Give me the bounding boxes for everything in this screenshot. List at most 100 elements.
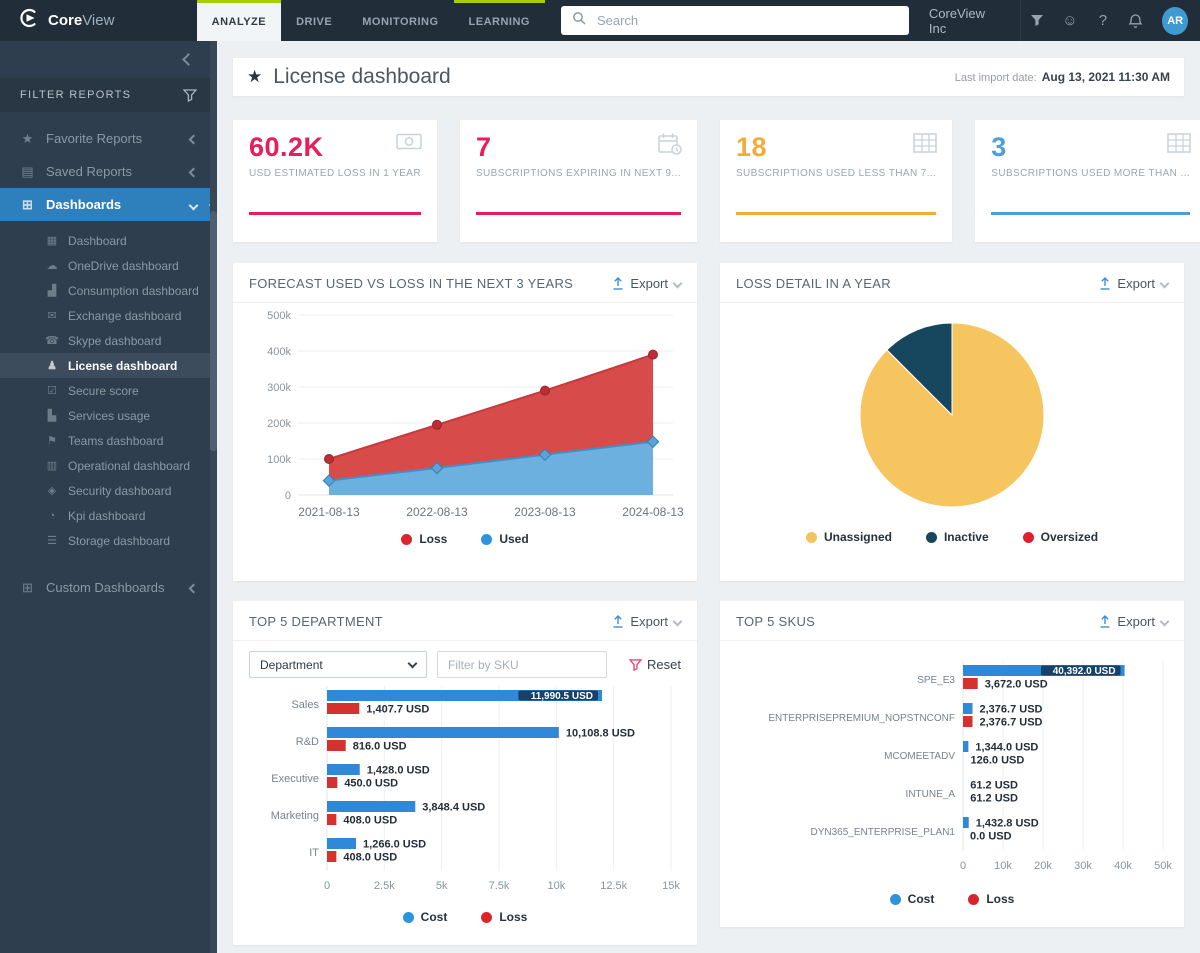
svg-text:Executive: Executive: [271, 773, 319, 785]
sidebar-scrollbar[interactable]: [210, 41, 217, 953]
svg-text:1,344.0 USD: 1,344.0 USD: [975, 742, 1038, 754]
svg-text:R&D: R&D: [296, 736, 319, 748]
sidebar-item-custom-dashboards[interactable]: ⊞ Custom Dashboards: [0, 571, 217, 604]
svg-text:2021-08-13: 2021-08-13: [298, 505, 360, 519]
sidebar-item-saved-reports[interactable]: ▤ Saved Reports: [0, 155, 217, 188]
legend-item-oversized[interactable]: Oversized: [1022, 530, 1099, 544]
svg-text:0: 0: [324, 880, 330, 892]
tab-monitoring[interactable]: MONITORING: [362, 16, 439, 28]
top-department-legend: Cost Loss: [233, 905, 697, 936]
loss-detail-export-button[interactable]: Export: [1099, 276, 1170, 291]
dashboards-icon: ⊞: [22, 196, 33, 212]
legend-item-inactive[interactable]: Inactive: [925, 530, 989, 544]
favorite-star-icon[interactable]: ★: [247, 67, 263, 86]
sidebar-item-dashboard[interactable]: ▦ Dashboard: [0, 228, 217, 253]
legend-dot: [402, 911, 414, 923]
svg-text:11,990.5 USD: 11,990.5 USD: [531, 691, 593, 702]
svg-text:INTUNE_A: INTUNE_A: [906, 789, 956, 800]
svg-text:450.0 USD: 450.0 USD: [344, 778, 398, 790]
help-icon[interactable]: ?: [1098, 12, 1108, 29]
dimension-select[interactable]: Department: [249, 651, 427, 678]
forecast-export-button[interactable]: Export: [612, 276, 683, 291]
sidebar-item-dashboards[interactable]: ⊞ Dashboards: [0, 188, 217, 221]
sku-filter-input[interactable]: [437, 651, 607, 678]
brand-view: View: [82, 11, 115, 29]
svg-text:2.5k: 2.5k: [374, 880, 395, 892]
legend-label: Oversized: [1040, 530, 1099, 544]
svg-text:Sales: Sales: [291, 699, 319, 711]
sidebar-item-favorite-reports[interactable]: ★ Favorite Reports: [0, 122, 217, 155]
svg-text:40k: 40k: [1114, 860, 1132, 872]
sidebar-item-services-usage[interactable]: ▙ Services usage: [0, 403, 217, 428]
reset-filter-button[interactable]: Reset: [629, 657, 681, 672]
svg-text:10k: 10k: [547, 880, 565, 892]
filter-icon[interactable]: [1020, 14, 1053, 27]
legend-item-cost[interactable]: Cost: [889, 892, 934, 906]
search-box[interactable]: [560, 6, 909, 35]
smiley-icon[interactable]: ☺: [1062, 12, 1078, 29]
legend-item-cost[interactable]: Cost: [402, 910, 448, 924]
sidebar-item-onedrive-dashboard[interactable]: ☁ OneDrive dashboard: [0, 253, 217, 278]
legend-item-loss[interactable]: Loss: [968, 892, 1014, 906]
svg-text:61.2 USD: 61.2 USD: [970, 793, 1018, 805]
export-icon: [613, 277, 623, 290]
svg-text:2,376.7 USD: 2,376.7 USD: [980, 704, 1043, 716]
sidebar-item-skype-dashboard[interactable]: ☎ Skype dashboard: [0, 328, 217, 353]
svg-text:2022-08-13: 2022-08-13: [406, 505, 468, 519]
coreview-logo[interactable]: CoreView: [0, 0, 197, 41]
legend-label: Unassigned: [823, 530, 892, 544]
tenant-name[interactable]: CoreView Inc: [928, 5, 985, 36]
svg-text:1,407.7 USD: 1,407.7 USD: [366, 704, 429, 716]
sidebar-item-operational-dashboard[interactable]: ▥ Operational dashboard: [0, 453, 217, 478]
kpi-label: SUBSCRIPTIONS USED MORE THAN ...: [991, 168, 1191, 179]
sidebar-item-exchange-dashboard[interactable]: ✉ Exchange dashboard: [0, 303, 217, 328]
sidebar-group-label: Favorite Reports: [46, 131, 143, 146]
sidebar-item-kpi-dashboard[interactable]: ◔ Kpi dashboard: [0, 503, 217, 528]
legend-label: Cost: [420, 910, 448, 924]
sidebar-item-secure-score[interactable]: ☑ Secure score: [0, 378, 217, 403]
svg-text:126.0 USD: 126.0 USD: [971, 755, 1025, 767]
tab-learning[interactable]: LEARNING: [453, 0, 545, 41]
legend-item-loss[interactable]: Loss: [481, 910, 527, 924]
legend-label: Loss: [419, 532, 448, 546]
services-usage-icon: ▙: [47, 410, 57, 422]
top-department-export-button[interactable]: Export: [612, 614, 683, 629]
top-department-controls: Department Reset: [233, 641, 697, 680]
avatar[interactable]: AR: [1162, 6, 1189, 35]
kpi-value: 7: [475, 132, 492, 162]
kpi-label: SUBSCRIPTIONS EXPIRING IN NEXT 9...: [475, 168, 681, 179]
search-input[interactable]: [594, 12, 898, 29]
kpi-value: 18: [735, 132, 767, 162]
sidebar: FILTER REPORTS ★ Favorite Reports ▤ Saved R…: [0, 41, 217, 953]
bell-icon[interactable]: [1119, 13, 1152, 29]
dashboard-icon: ▦: [46, 235, 58, 247]
kpi-accent-bar: [991, 212, 1191, 215]
sidebar-item-consumption-dashboard[interactable]: ▟ Consumption dashboard: [0, 278, 217, 303]
svg-text:SPE_E3: SPE_E3: [917, 675, 955, 686]
sidebar-subitem-label: Secure score: [68, 383, 139, 398]
tab-drive[interactable]: DRIVE: [296, 16, 333, 28]
sidebar-item-storage-dashboard[interactable]: ☰ Storage dashboard: [0, 528, 217, 553]
sidebar-item-security-dashboard[interactable]: ◈ Security dashboard: [0, 478, 217, 503]
legend-item-used[interactable]: Used: [481, 532, 529, 546]
legend-dot: [481, 533, 493, 545]
exchange-icon: ✉: [47, 310, 57, 322]
filter-funnel-icon: [183, 88, 197, 102]
legend-item-loss[interactable]: Loss: [401, 532, 447, 546]
legend-dot: [968, 893, 980, 905]
legend-label: Loss: [499, 910, 528, 924]
tab-analyze[interactable]: ANALYZE: [196, 0, 282, 41]
loss-detail-panel-title: LOSS DETAIL IN A YEAR: [736, 276, 891, 291]
sidebar-item-teams-dashboard[interactable]: ⚑ Teams dashboard: [0, 428, 217, 453]
top-skus-export-button[interactable]: Export: [1099, 614, 1170, 629]
sidebar-item-license-dashboard[interactable]: ♟ License dashboard: [0, 353, 217, 378]
kpi-icon: ◔: [48, 509, 56, 522]
legend-label: Used: [499, 532, 529, 546]
filter-reports-label: FILTER REPORTS: [20, 89, 132, 101]
svg-text:300k: 300k: [267, 382, 291, 394]
legend-item-unassigned[interactable]: Unassigned: [805, 530, 892, 544]
filter-reports-button[interactable]: FILTER REPORTS: [0, 78, 217, 112]
kpi-value: 60.2K: [249, 132, 324, 162]
reset-funnel-icon: [629, 658, 643, 671]
sidebar-collapse-icon[interactable]: [182, 53, 195, 66]
